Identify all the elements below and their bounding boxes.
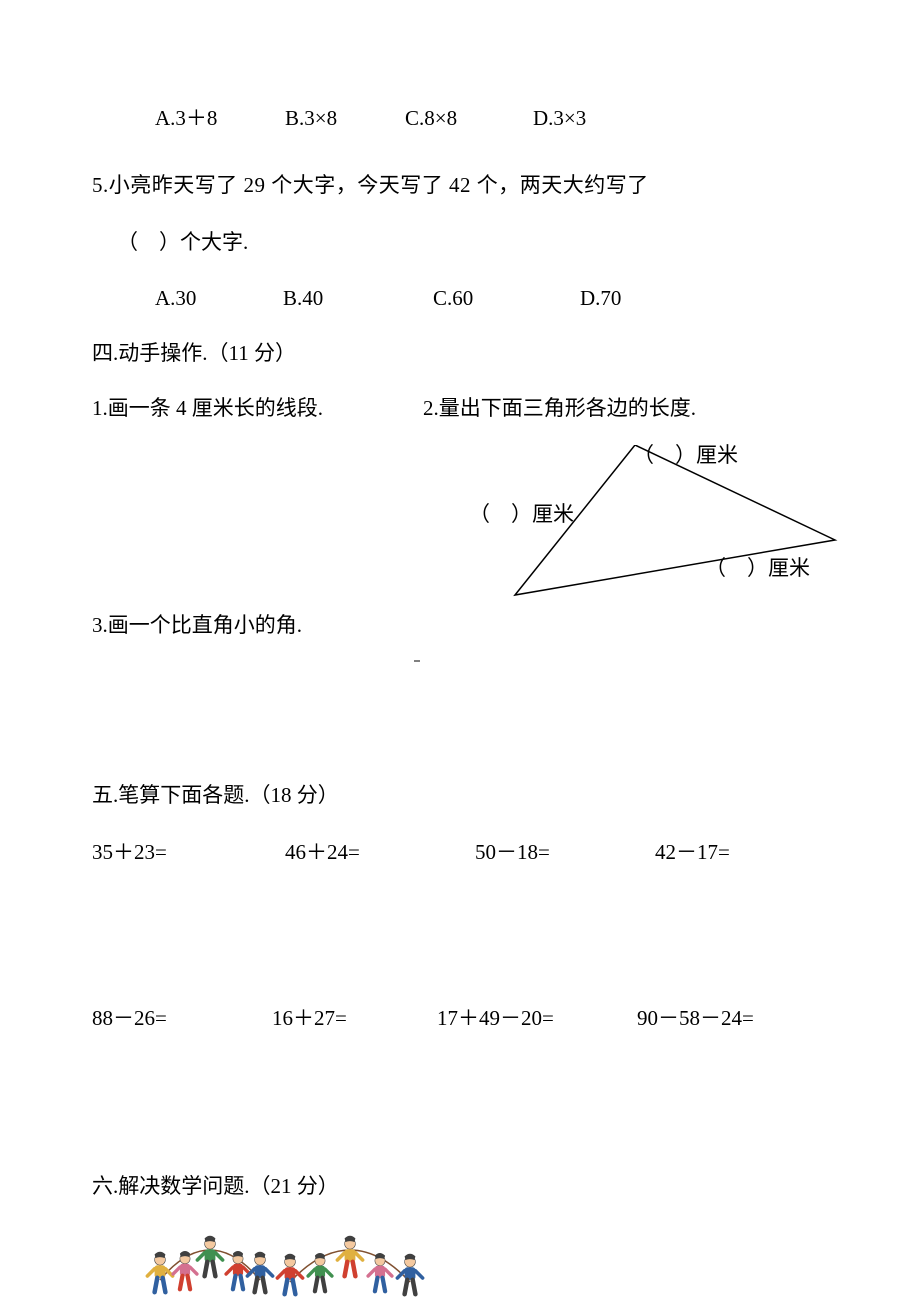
calc-r1-a: 35＋23= <box>92 842 167 863</box>
section-4-heading: 四.动手操作.（11 分） <box>92 343 296 364</box>
q5-option-a: A.30 <box>155 288 196 309</box>
section-6-heading: 六.解决数学问题.（21 分） <box>92 1176 339 1197</box>
section-4-q2: 2.量出下面三角形各边的长度. <box>423 398 696 419</box>
triangle-figure <box>480 445 850 615</box>
q4-option-c: C.8×8 <box>405 108 457 129</box>
q4-option-a: A.3＋8 <box>155 108 217 129</box>
calc-r2-d: 90－58－24= <box>637 1008 754 1029</box>
q5-option-b: B.40 <box>283 288 323 309</box>
q5-stem-line1: 5.小亮昨天写了 29 个大字，今天写了 42 个，两天大约写了 <box>92 175 649 196</box>
q4-option-d: D.3×3 <box>533 108 586 129</box>
q5-option-c: C.60 <box>433 288 473 309</box>
q5-option-d: D.70 <box>580 288 621 309</box>
q5-stem-line2: （ ）个大字. <box>117 232 248 253</box>
center-marker-icon <box>414 660 420 662</box>
calc-r1-b: 46＋24= <box>285 842 360 863</box>
section-4-q3: 3.画一个比直角小的角. <box>92 615 302 636</box>
section-4-q1: 1.画一条 4 厘米长的线段. <box>92 398 323 419</box>
calc-r2-c: 17＋49－20= <box>437 1008 554 1029</box>
calc-r1-d: 42－17= <box>655 842 730 863</box>
section-5-heading: 五.笔算下面各题.（18 分） <box>92 785 339 806</box>
q4-option-b: B.3×8 <box>285 108 337 129</box>
calc-r1-c: 50－18= <box>475 842 550 863</box>
children-illustration <box>140 1210 440 1300</box>
calc-r2-a: 88－26= <box>92 1008 167 1029</box>
calc-r2-b: 16＋27= <box>272 1008 347 1029</box>
